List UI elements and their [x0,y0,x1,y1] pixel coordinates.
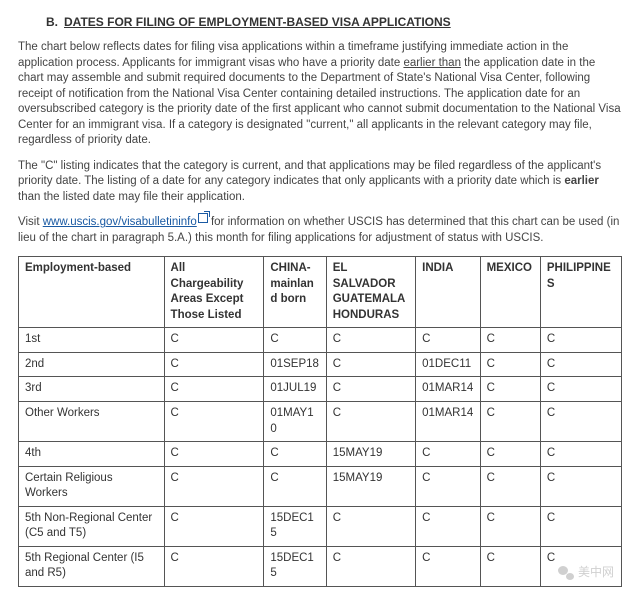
table-cell: C [540,506,621,546]
table-row: 5th Non-Regional Center (C5 and T5)C15DE… [19,506,622,546]
table-cell: C [264,466,326,506]
table-row: Other WorkersC01MAY10C01MAR14CC [19,401,622,441]
table-cell: C [326,352,415,377]
table-cell: Other Workers [19,401,165,441]
table-cell: C [480,401,540,441]
paragraph-2: The "C" listing indicates that the categ… [18,159,622,206]
table-cell: C [540,442,621,467]
table-cell: 15DEC15 [264,506,326,546]
bold-earlier: earlier [564,175,599,187]
table-cell: 01MAY10 [264,401,326,441]
uscis-link[interactable]: www.uscis.gov/visabulletininfo [43,216,197,228]
table-cell: 4th [19,442,165,467]
section-title: DATES FOR FILING OF EMPLOYMENT-BASED VIS… [64,15,451,29]
wechat-icon [558,565,574,581]
section-letter: B. [46,14,64,30]
table-cell: C [264,442,326,467]
table-cell: 15MAY19 [326,442,415,467]
table-cell: 15MAY19 [326,466,415,506]
table-cell: C [416,546,480,586]
table-cell: 01SEP18 [264,352,326,377]
table-cell: 1st [19,328,165,353]
table-row: 1stCCCCCC [19,328,622,353]
table-cell: 3rd [19,377,165,402]
table-cell: C [164,352,264,377]
table-cell: C [480,328,540,353]
paragraph-3: Visit www.uscis.gov/visabulletininfo for… [18,215,622,246]
table-cell: C [540,352,621,377]
table-cell: C [480,506,540,546]
watermark: 美中网 [558,564,614,580]
visa-dates-table: Employment-basedAll Chargeability Areas … [18,256,622,586]
table-row: 3rdC01JUL19C01MAR14CC [19,377,622,402]
paragraph-1: The chart below reflects dates for filin… [18,40,622,149]
table-cell: C [480,377,540,402]
table-cell: C [164,328,264,353]
table-cell: C [264,328,326,353]
table-cell: C [480,442,540,467]
table-cell: C [540,328,621,353]
table-cell: C [480,352,540,377]
section-heading: B.DATES FOR FILING OF EMPLOYMENT-BASED V… [18,14,622,30]
table-header-cell: EL SALVADOR GUATEMALA HONDURAS [326,257,415,328]
table-cell: 01MAR14 [416,401,480,441]
underline-earlier-than: earlier than [403,57,461,69]
table-row: 4thCC15MAY19CCC [19,442,622,467]
table-cell: C [480,546,540,586]
table-cell: C [164,401,264,441]
table-cell: C [540,377,621,402]
table-cell: C [164,546,264,586]
table-cell: C [326,546,415,586]
table-cell: Certain Religious Workers [19,466,165,506]
table-cell: 01JUL19 [264,377,326,402]
table-cell: C [164,377,264,402]
external-link-icon [198,213,208,223]
table-cell: 15DEC15 [264,546,326,586]
table-cell: C [416,466,480,506]
table-cell: C [480,466,540,506]
table-cell: C [326,328,415,353]
table-header-row: Employment-basedAll Chargeability Areas … [19,257,622,328]
table-cell: 5th Non-Regional Center (C5 and T5) [19,506,165,546]
table-cell: C [164,466,264,506]
table-cell: C [416,506,480,546]
table-cell: 2nd [19,352,165,377]
table-cell: 01DEC11 [416,352,480,377]
table-cell: C [164,442,264,467]
table-cell: C [540,466,621,506]
table-cell: C [326,401,415,441]
table-header-cell: INDIA [416,257,480,328]
table-cell: 5th Regional Center (I5 and R5) [19,546,165,586]
table-cell: C [326,506,415,546]
table-cell: C [164,506,264,546]
table-header-cell: All Chargeability Areas Except Those Lis… [164,257,264,328]
table-row: Certain Religious WorkersCC15MAY19CCC [19,466,622,506]
table-cell: C [416,442,480,467]
table-row: 2ndC01SEP18C01DEC11CC [19,352,622,377]
table-header-cell: CHINA-mainland born [264,257,326,328]
table-cell: C [416,328,480,353]
table-row: 5th Regional Center (I5 and R5)C15DEC15C… [19,546,622,586]
table-header-cell: MEXICO [480,257,540,328]
table-header-cell: Employment-based [19,257,165,328]
table-cell: C [540,401,621,441]
table-header-cell: PHILIPPINES [540,257,621,328]
table-cell: C [326,377,415,402]
table-cell: 01MAR14 [416,377,480,402]
